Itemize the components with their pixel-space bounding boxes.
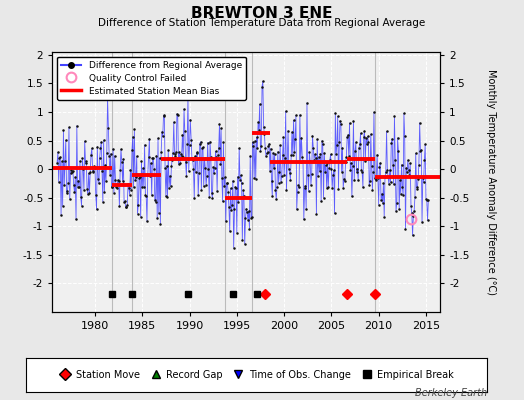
Text: BREWTON 3 ENE: BREWTON 3 ENE <box>191 6 333 21</box>
Legend: Station Move, Record Gap, Time of Obs. Change, Empirical Break: Station Move, Record Gap, Time of Obs. C… <box>57 367 457 383</box>
Legend: Difference from Regional Average, Quality Control Failed, Estimated Station Mean: Difference from Regional Average, Qualit… <box>57 56 246 100</box>
Y-axis label: Monthly Temperature Anomaly Difference (°C): Monthly Temperature Anomaly Difference (… <box>486 69 496 295</box>
Text: Difference of Station Temperature Data from Regional Average: Difference of Station Temperature Data f… <box>99 18 425 28</box>
Text: Berkeley Earth: Berkeley Earth <box>415 388 487 398</box>
